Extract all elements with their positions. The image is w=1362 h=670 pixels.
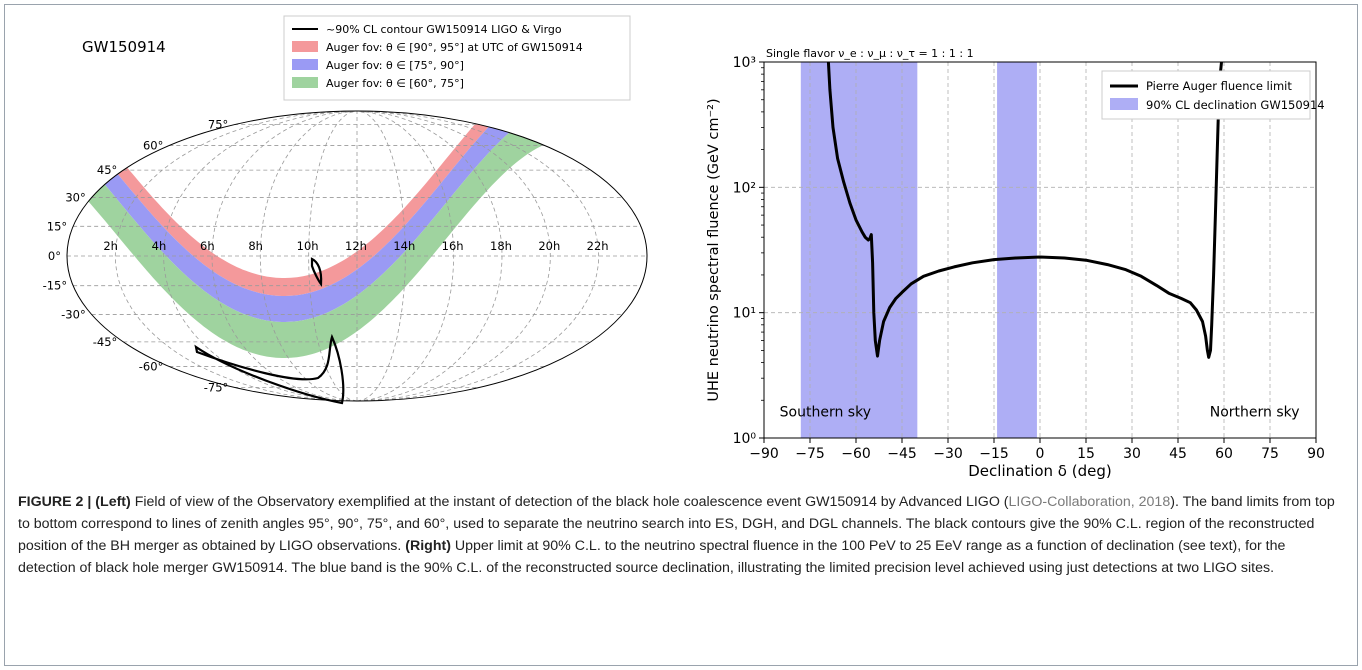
legend-label: Auger fov: θ ∈ [75°, 90°] <box>326 59 464 72</box>
sky-map-border <box>66 110 648 402</box>
ra-label: 16h <box>442 239 464 253</box>
legend-label: Auger fov: θ ∈ [90°, 95°] at UTC of GW15… <box>326 41 583 54</box>
declination-band <box>997 62 1037 438</box>
sky-map-fill <box>67 111 647 401</box>
y-tick-label: 10¹ <box>733 306 756 322</box>
ligo-contours <box>194 257 345 405</box>
dec-label: 0° <box>48 249 61 263</box>
ra-gridline <box>211 111 358 401</box>
x-tick-label: 75 <box>1261 446 1279 462</box>
ra-label: 22h <box>587 239 609 253</box>
x-axis-ticks: −90 −75 −60 −45 −30 −15 0 15 30 45 60 75 90 <box>749 438 1325 462</box>
legend-label: 90% CL declination GW150914 <box>1146 98 1325 112</box>
ra-gridline <box>356 111 551 401</box>
sky-map-legend: ~90% CL contour GW150914 LIGO & Virgo Aug… <box>283 15 631 101</box>
legend-patch-swatch <box>1110 98 1138 110</box>
ra-gridline <box>114 111 358 401</box>
dec-labels: 75° 60° 45° 30° 15° 0° -15° -30° -45° -60° -75° <box>43 118 229 395</box>
x-tick-label: −15 <box>979 446 1009 462</box>
ra-gridline <box>259 111 358 401</box>
fov-band-60-75 <box>67 111 647 358</box>
caption-figure-label: FIGURE 2 | <box>18 494 92 510</box>
ra-label: 4h <box>152 239 167 253</box>
ra-label: 8h <box>248 239 263 253</box>
x-tick-label: 90 <box>1307 446 1325 462</box>
dec-label: -30° <box>61 308 86 322</box>
legend-box <box>283 15 631 101</box>
caption-reference-link[interactable]: LIGO-Collaboration, 2018 <box>1008 494 1171 510</box>
dec-label: 60° <box>143 138 163 152</box>
figure-caption: FIGURE 2 | (Left) Field of view of the O… <box>18 491 1344 579</box>
dec-label: -45° <box>93 335 118 349</box>
dec-label: -60° <box>139 360 164 374</box>
legend-label: Pierre Auger fluence limit <box>1146 79 1292 93</box>
ra-label: 10h <box>297 239 319 253</box>
sky-map-title: GW150914 <box>82 38 166 56</box>
ra-label: 2h <box>103 239 118 253</box>
chart-legend: Pierre Auger fluence limit 90% CL declina… <box>1101 70 1325 120</box>
chart-annotations: Southern sky Northern sky <box>780 404 1300 420</box>
auger-fov-bands <box>67 111 647 358</box>
ra-label: 6h <box>200 239 215 253</box>
dec-label: 45° <box>97 163 117 177</box>
declination-bands <box>800 62 1037 438</box>
legend-patch-swatch <box>292 41 318 52</box>
ra-label: 12h <box>345 239 367 253</box>
y-tick-label: 10² <box>733 180 756 196</box>
ra-label: 20h <box>538 239 560 253</box>
y-axis-label: UHE neutrino spectral fluence (GeV cm⁻²) <box>706 98 722 401</box>
caption-text-2: ). The band limits from top to bottom co… <box>18 494 1335 554</box>
ra-gridline <box>356 111 600 401</box>
dec-label: 15° <box>47 219 67 233</box>
chart-title: Single flavor ν_e : ν_μ : ν_τ = 1 : 1 : … <box>766 47 974 60</box>
dec-label: -15° <box>43 279 68 293</box>
x-tick-label: 30 <box>1123 446 1141 462</box>
y-tick-label: 10⁰ <box>733 431 757 447</box>
caption-text-3: Upper limit at 90% C.L. to the neutrino … <box>18 538 1286 576</box>
caption-text-1: Field of view of the Observatory exempli… <box>134 494 1009 510</box>
dec-label: 30° <box>65 190 85 204</box>
x-tick-label: −75 <box>795 446 825 462</box>
legend-label: Auger fov: θ ∈ [60°, 75°] <box>326 77 464 90</box>
dec-label: 75° <box>208 118 228 132</box>
sky-annotation: Northern sky <box>1210 404 1300 420</box>
ligo-contour-small <box>310 257 323 288</box>
fluence-chart-panel: −90 −75 −60 −45 −30 −15 0 15 30 45 60 75 90 10⁰10¹10… <box>706 47 1325 480</box>
legend-patch-swatch <box>292 77 318 88</box>
sky-map-panel: 2h 4h 6h 8h 10h 12h 14h 16h 18h 20h 22h 75° 60° 45° 3… <box>43 15 648 405</box>
x-tick-label: −90 <box>749 446 779 462</box>
ra-label: 14h <box>393 239 415 253</box>
x-tick-label: −60 <box>841 446 871 462</box>
x-tick-label: 60 <box>1215 446 1233 462</box>
caption-right-tag: (Right) <box>405 538 451 554</box>
fluence-limit-line <box>826 61 1223 359</box>
declination-band <box>800 62 918 438</box>
fov-band-75-90 <box>67 111 647 322</box>
x-tick-label: 45 <box>1169 446 1187 462</box>
ra-gridline <box>356 111 455 401</box>
x-tick-label: −45 <box>887 446 917 462</box>
figure-frame <box>4 4 1358 666</box>
x-tick-label: 15 <box>1077 446 1095 462</box>
sky-grid <box>67 111 647 401</box>
ra-labels: 2h 4h 6h 8h 10h 12h 14h 16h 18h 20h 22h <box>103 239 608 253</box>
x-tick-label: 0 <box>1036 446 1045 462</box>
ra-gridline <box>356 111 406 401</box>
chart-legend-box <box>1101 70 1311 120</box>
caption-left-tag: (Left) <box>95 494 131 510</box>
legend-patch-swatch <box>292 59 318 70</box>
chart-grid <box>764 62 1316 438</box>
sky-annotation: Southern sky <box>780 404 871 420</box>
y-tick-label: 10³ <box>733 55 756 71</box>
legend-label: ~90% CL contour GW150914 LIGO & Virgo <box>326 23 562 36</box>
ligo-contour-large <box>194 333 345 405</box>
ra-label: 18h <box>490 239 512 253</box>
ra-gridline <box>163 111 358 401</box>
dec-label: -75° <box>204 380 229 394</box>
x-tick-label: −30 <box>933 446 963 462</box>
ra-gridline <box>356 111 503 401</box>
x-axis-label: Declination δ (deg) <box>968 462 1111 480</box>
y-axis-ticks: 10⁰ 10¹ 10² 10³ <box>733 55 764 447</box>
